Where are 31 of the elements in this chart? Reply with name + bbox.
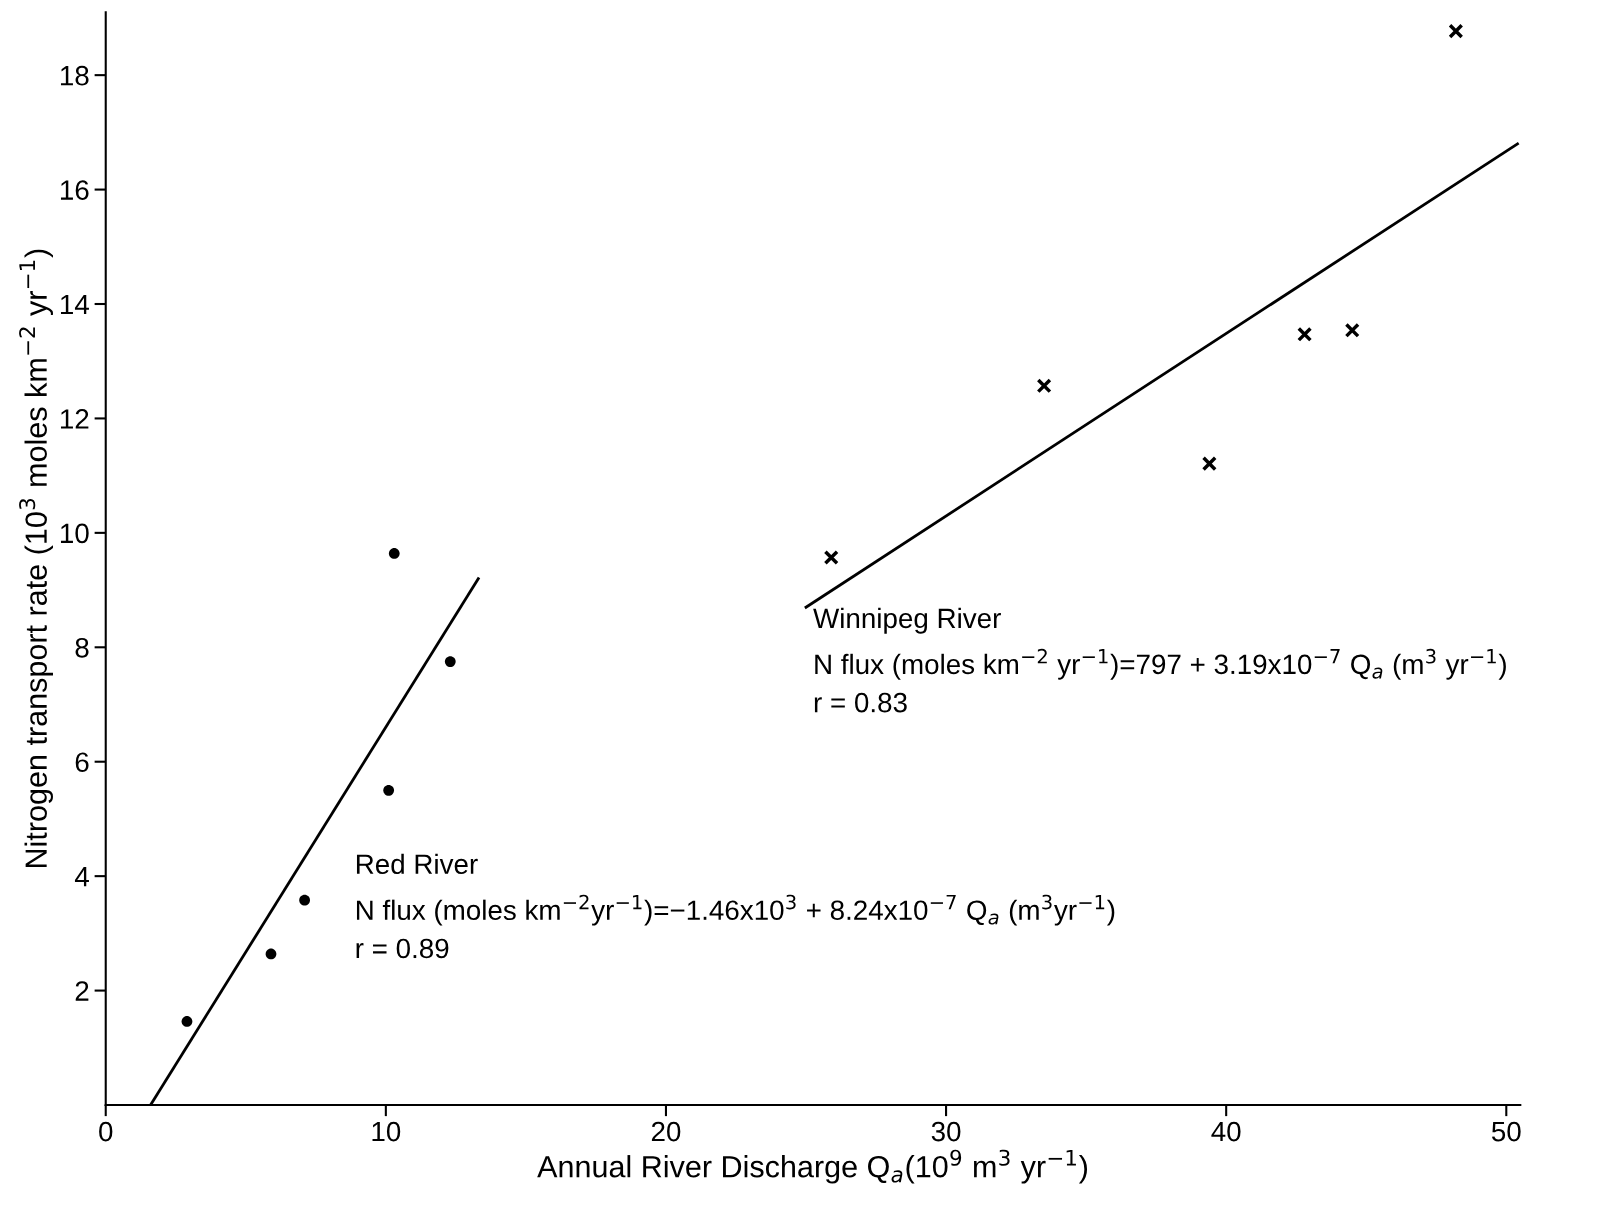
point xyxy=(1344,322,1360,338)
point xyxy=(299,894,310,906)
y-tick-label: 16 xyxy=(60,180,89,200)
point xyxy=(1201,456,1217,472)
point xyxy=(444,656,456,667)
point xyxy=(823,549,839,566)
point xyxy=(181,1016,193,1027)
text: Winnipeg River N flux (moles km$^{−2}$ yr$^{−1}$)=797 + 3.19x10$^{−7}$ Q$_{a}$ (m$^{3}$ yr$^{−1}$) r = 0.83 xyxy=(813,607,1506,713)
point xyxy=(265,948,277,960)
x-tick-label: 50 xyxy=(1491,1121,1521,1142)
y-tick-label: 4 xyxy=(74,867,89,887)
x-tick-label: 20 xyxy=(651,1121,681,1142)
x-tick-label: 10 xyxy=(372,1121,401,1142)
x-tick-label: 0 xyxy=(99,1121,113,1142)
y-tick-label: 2 xyxy=(75,981,89,1001)
point xyxy=(1297,326,1313,342)
y-tick-label: 10 xyxy=(60,523,89,544)
point xyxy=(383,784,395,796)
point xyxy=(1036,378,1052,394)
x-tick-label: 30 xyxy=(931,1121,961,1142)
y-axis-title: Nitrogen transport rate (10$^{3}$ moles km$^{−2}$ yr$^{−1}$) xyxy=(19,249,53,867)
y-tick-label: 12 xyxy=(60,409,89,429)
y-tick-label: 14 xyxy=(60,294,89,315)
text: Red River N flux (moles km$^{−2}$yr$^{−1}$)=−1.46x10$^{3}$ + 8.24x10$^{−7}$ Q$_{a}$ (m$^{3}$yr$^{−1}$) r = 0.89 xyxy=(356,853,1115,959)
x-tick-label: 40 xyxy=(1211,1121,1241,1142)
point xyxy=(1448,23,1464,39)
y-tick-label: 18 xyxy=(60,65,89,86)
text: Annual River Discharge Q$_{a}$(10$^{9}$ m$^{3}$ yr$^{−1}$) xyxy=(537,1149,1088,1184)
y-tick-label: 6 xyxy=(75,752,89,773)
point xyxy=(388,548,400,559)
y-tick-label: 8 xyxy=(75,637,89,658)
